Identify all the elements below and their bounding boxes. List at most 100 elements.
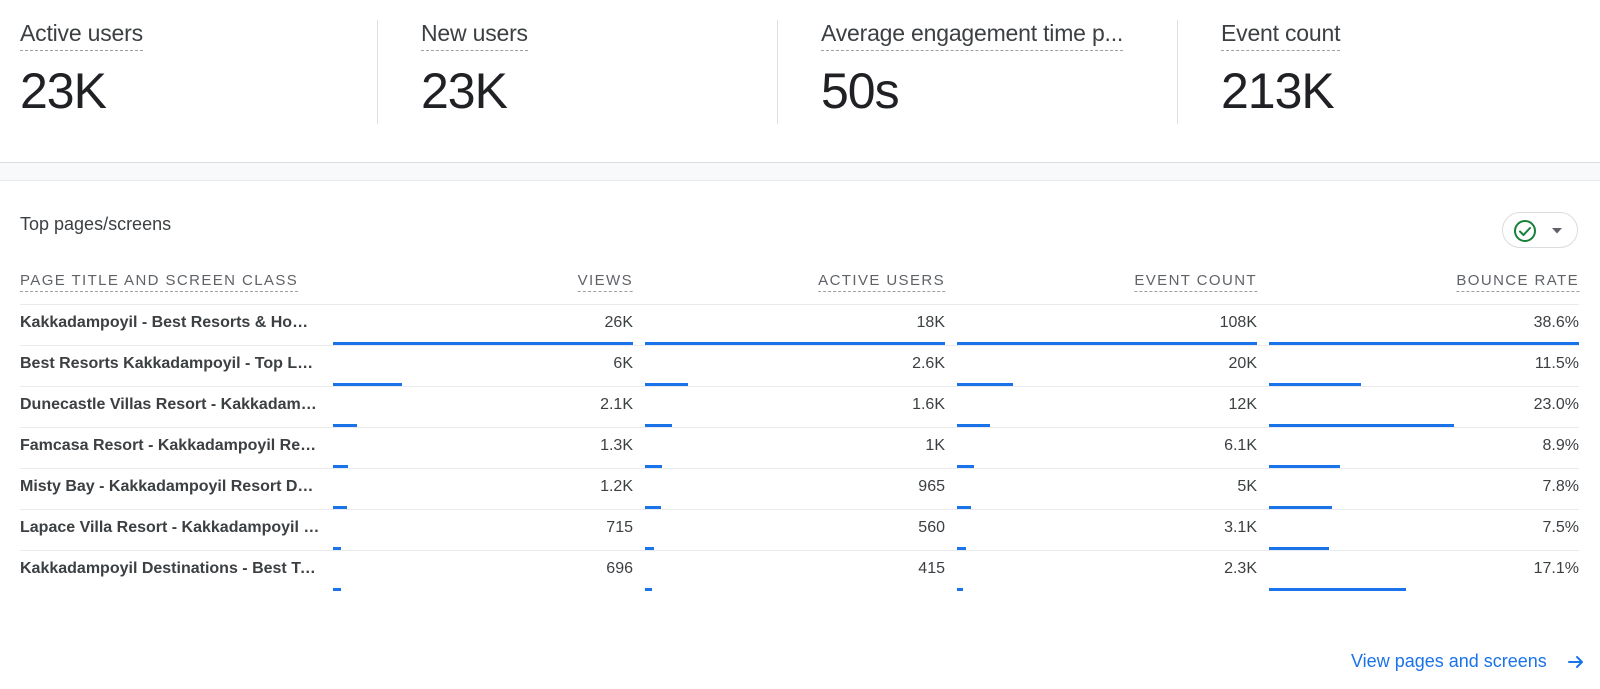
column-header-views[interactable]: VIEWS xyxy=(577,272,633,292)
cell-page-title[interactable]: Dunecastle Villas Resort - Kakkadampoyil xyxy=(20,396,320,413)
metric-value: 213K xyxy=(1221,63,1335,119)
cell-active-users: 2.6K xyxy=(912,355,945,372)
section-separator xyxy=(0,162,1600,181)
bar-active-users xyxy=(645,588,652,591)
column-header-active-users[interactable]: ACTIVE USERS xyxy=(818,272,945,292)
cell-page-title[interactable]: Lapace Villa Resort - Kakkadampoyil Reso… xyxy=(20,519,320,536)
bar-event-count xyxy=(957,424,990,427)
metric-divider xyxy=(1177,20,1178,124)
cell-page-title[interactable]: Kakkadampoyil - Best Resorts & Homestays… xyxy=(20,314,320,331)
cell-bounce-rate: 17.1% xyxy=(1533,560,1579,577)
metric-label[interactable]: New users xyxy=(421,20,528,51)
row-divider xyxy=(20,550,1579,551)
comparison-toggle-button[interactable] xyxy=(1502,212,1578,248)
cell-active-users: 18K xyxy=(916,314,945,331)
table-row[interactable]: Famcasa Resort - Kakkadampoyil Resorts 1.… xyxy=(0,427,1600,468)
bar-views xyxy=(333,342,633,345)
table-row[interactable]: Kakkadampoyil Destinations - Best Touris… xyxy=(0,550,1600,591)
cell-views: 1.2K xyxy=(600,478,633,495)
cell-bounce-rate: 7.8% xyxy=(1542,478,1579,495)
metric-value: 50s xyxy=(821,63,900,119)
table-row[interactable]: Dunecastle Villas Resort - Kakkadampoyil… xyxy=(0,386,1600,427)
cell-event-count: 6.1K xyxy=(1224,437,1257,454)
bar-event-count xyxy=(957,342,1257,345)
column-header-event-count[interactable]: EVENT COUNT xyxy=(1134,272,1257,292)
bar-views xyxy=(333,588,341,591)
metric-divider xyxy=(377,20,378,124)
cell-active-users: 415 xyxy=(918,560,945,577)
bar-event-count xyxy=(957,588,963,591)
cell-bounce-rate: 23.0% xyxy=(1533,396,1579,413)
bar-event-count xyxy=(957,506,971,509)
cell-event-count: 20K xyxy=(1228,355,1257,372)
row-divider xyxy=(20,386,1579,387)
bar-event-count xyxy=(957,383,1013,386)
bar-bounce-rate xyxy=(1269,424,1454,427)
card-title: Top pages/screens xyxy=(20,214,172,234)
cell-active-users: 1K xyxy=(925,437,945,454)
bar-views xyxy=(333,506,347,509)
view-pages-and-screens-link[interactable]: View pages and screens xyxy=(1351,651,1583,672)
cell-bounce-rate: 7.5% xyxy=(1542,519,1579,536)
bar-bounce-rate xyxy=(1269,465,1340,468)
bar-bounce-rate xyxy=(1269,506,1332,509)
table-row[interactable]: Kakkadampoyil - Best Resorts & Homestays… xyxy=(0,304,1600,345)
row-divider xyxy=(20,509,1579,510)
bar-active-users xyxy=(645,465,662,468)
cell-views: 2.1K xyxy=(600,396,633,413)
cell-bounce-rate: 11.5% xyxy=(1534,355,1579,372)
cell-views: 715 xyxy=(606,519,633,536)
bar-active-users xyxy=(645,383,688,386)
bar-bounce-rate xyxy=(1269,342,1579,345)
cell-page-title[interactable]: Best Resorts Kakkadampoyil - Top Luxury … xyxy=(20,355,320,372)
bar-active-users xyxy=(645,424,672,427)
metric-label[interactable]: Event count xyxy=(1221,20,1340,51)
cell-views: 6K xyxy=(613,355,633,372)
bar-active-users xyxy=(645,506,661,509)
bar-views xyxy=(333,383,402,386)
row-divider xyxy=(20,427,1579,428)
row-divider xyxy=(20,304,1579,305)
cell-page-title[interactable]: Misty Bay - Kakkadampoyil Resort Details xyxy=(20,478,320,495)
cell-event-count: 5K xyxy=(1237,478,1257,495)
cell-views: 1.3K xyxy=(600,437,633,454)
cell-active-users: 965 xyxy=(918,478,945,495)
bar-views xyxy=(333,465,348,468)
bar-event-count xyxy=(957,547,966,550)
bar-active-users xyxy=(645,342,945,345)
metric-divider xyxy=(777,20,778,124)
row-divider xyxy=(20,468,1579,469)
cell-event-count: 108K xyxy=(1219,314,1257,331)
bar-views xyxy=(333,547,341,550)
cell-bounce-rate: 38.6% xyxy=(1533,314,1579,331)
table-row[interactable]: Lapace Villa Resort - Kakkadampoyil Reso… xyxy=(0,509,1600,550)
cell-page-title[interactable]: Famcasa Resort - Kakkadampoyil Resorts xyxy=(20,437,320,454)
bar-bounce-rate xyxy=(1269,383,1361,386)
cell-event-count: 3.1K xyxy=(1224,519,1257,536)
bar-bounce-rate xyxy=(1269,588,1406,591)
check-circle-icon xyxy=(1514,220,1536,242)
column-header-bounce-rate[interactable]: BOUNCE RATE xyxy=(1456,272,1579,292)
metric-value: 23K xyxy=(20,63,107,119)
cell-active-users: 560 xyxy=(918,519,945,536)
cell-views: 696 xyxy=(606,560,633,577)
cell-active-users: 1.6K xyxy=(912,396,945,413)
cell-event-count: 2.3K xyxy=(1224,560,1257,577)
view-link-label: View pages and screens xyxy=(1351,651,1547,671)
table-row[interactable]: Misty Bay - Kakkadampoyil Resort Details… xyxy=(0,468,1600,509)
cell-page-title[interactable]: Kakkadampoyil Destinations - Best Touris… xyxy=(20,560,320,577)
metrics-summary: Active users 23K New users 23K Average e… xyxy=(0,0,1600,162)
cell-views: 26K xyxy=(604,314,633,331)
bar-event-count xyxy=(957,465,974,468)
column-header-page-title[interactable]: PAGE TITLE AND SCREEN CLASS xyxy=(20,272,299,292)
arrow-right-icon xyxy=(1568,656,1583,668)
metric-label[interactable]: Active users xyxy=(20,20,143,51)
bar-active-users xyxy=(645,547,654,550)
cell-event-count: 12K xyxy=(1228,396,1257,413)
row-divider xyxy=(20,345,1579,346)
bar-views xyxy=(333,424,357,427)
caret-down-icon xyxy=(1552,228,1562,234)
table-row[interactable]: Best Resorts Kakkadampoyil - Top Luxury … xyxy=(0,345,1600,386)
metric-label[interactable]: Average engagement time p... xyxy=(821,20,1123,51)
metric-value: 23K xyxy=(421,63,508,119)
